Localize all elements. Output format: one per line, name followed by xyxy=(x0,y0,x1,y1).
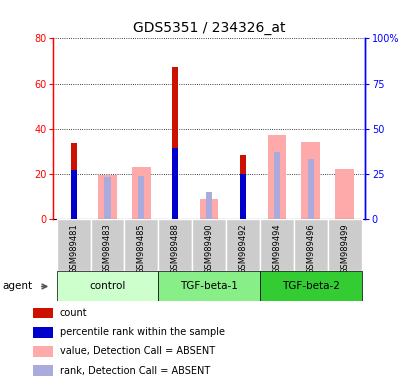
Bar xyxy=(33,327,52,338)
Text: GSM989488: GSM989488 xyxy=(170,223,179,274)
Text: TGF-beta-2: TGF-beta-2 xyxy=(281,281,339,291)
Text: value, Detection Call = ABSENT: value, Detection Call = ABSENT xyxy=(60,346,214,356)
Text: count: count xyxy=(60,308,87,318)
Text: rank, Detection Call = ABSENT: rank, Detection Call = ABSENT xyxy=(60,366,209,376)
Bar xyxy=(172,66,178,219)
Text: control: control xyxy=(89,281,126,291)
Bar xyxy=(293,219,327,271)
Text: GSM989492: GSM989492 xyxy=(238,223,247,274)
Bar xyxy=(132,167,151,219)
Bar xyxy=(273,152,279,219)
Bar xyxy=(138,175,144,219)
Bar xyxy=(206,192,211,219)
Bar xyxy=(33,308,52,318)
Bar xyxy=(307,159,313,219)
Text: TGF-beta-1: TGF-beta-1 xyxy=(180,281,238,291)
Bar xyxy=(33,365,52,376)
Bar xyxy=(158,271,259,301)
Bar xyxy=(199,199,218,219)
Bar xyxy=(239,155,245,219)
Bar xyxy=(124,219,158,271)
Text: GSM989496: GSM989496 xyxy=(306,223,315,274)
Bar xyxy=(259,271,361,301)
Bar xyxy=(335,169,353,219)
Bar xyxy=(104,177,110,219)
Bar xyxy=(172,149,178,219)
Bar xyxy=(259,219,293,271)
Bar xyxy=(239,174,245,219)
Text: GSM989481: GSM989481 xyxy=(69,223,78,274)
Text: GSM989483: GSM989483 xyxy=(103,223,112,274)
Bar xyxy=(70,170,76,219)
Bar xyxy=(33,346,52,357)
Title: GDS5351 / 234326_at: GDS5351 / 234326_at xyxy=(133,21,285,35)
Bar xyxy=(70,143,76,219)
Text: GSM989494: GSM989494 xyxy=(272,223,281,274)
Text: percentile rank within the sample: percentile rank within the sample xyxy=(60,327,224,337)
Bar xyxy=(56,219,90,271)
Text: GSM989485: GSM989485 xyxy=(137,223,146,274)
Bar xyxy=(327,219,361,271)
Text: GSM989499: GSM989499 xyxy=(339,223,348,274)
Bar xyxy=(56,271,158,301)
Bar xyxy=(225,219,259,271)
Bar xyxy=(158,219,192,271)
Bar xyxy=(192,219,225,271)
Text: GSM989490: GSM989490 xyxy=(204,223,213,274)
Bar xyxy=(98,175,117,219)
Text: agent: agent xyxy=(2,281,32,291)
Bar xyxy=(301,142,319,219)
Bar xyxy=(267,135,285,219)
Bar xyxy=(90,219,124,271)
